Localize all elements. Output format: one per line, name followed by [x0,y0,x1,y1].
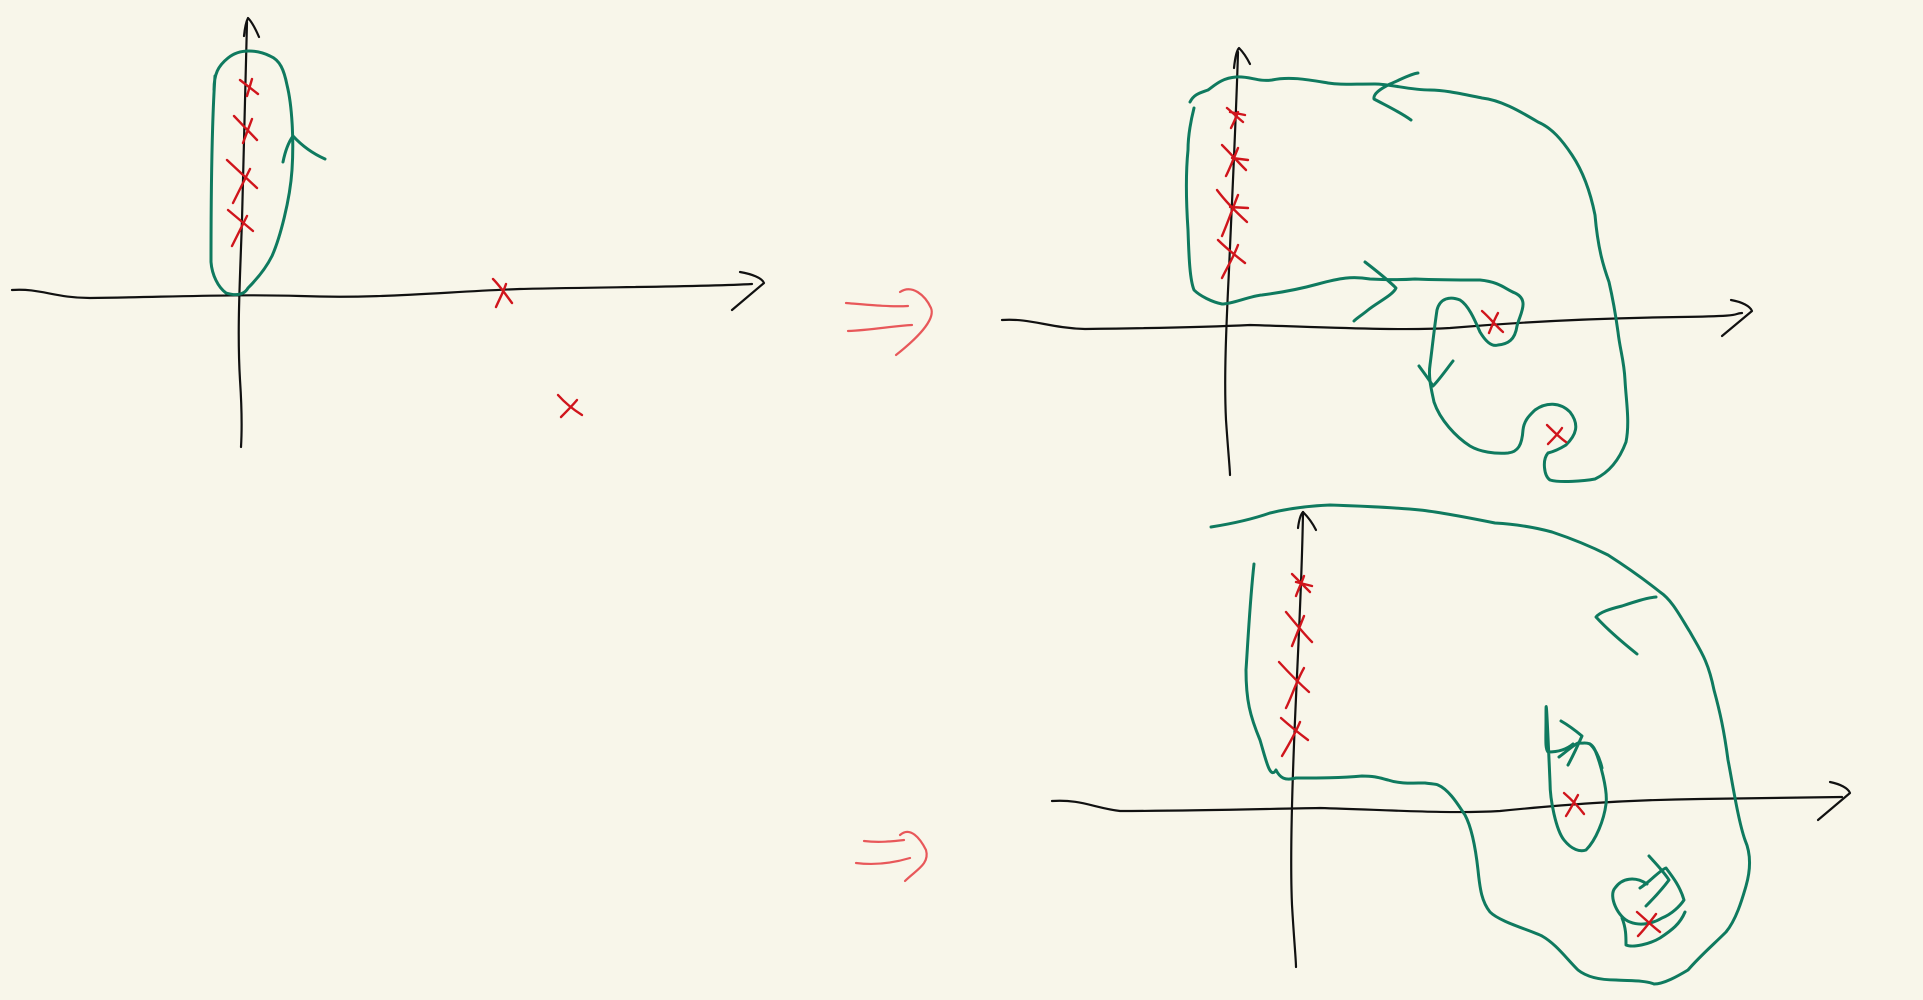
pole-marker [1220,143,1250,178]
pole-marker [491,277,514,309]
real-axis-arrowhead [1816,780,1852,822]
real-axis [1000,311,1744,331]
initial-contour [209,49,295,297]
real-axis-arrowhead [730,270,766,312]
contour-arrowhead-middle [1352,260,1398,323]
imaginary-axis-arrowhead [1232,46,1252,70]
imaginary-axis-arrowhead [1296,510,1318,532]
panel-deformed-contour-top [1000,46,1754,484]
panel-initial-contour [10,16,766,449]
contour-arrowhead-middle [1559,719,1604,770]
imaginary-axis-arrowhead [242,16,261,39]
pole-marker [1279,716,1310,758]
contour-loop-lower-pole-tail [1620,910,1687,948]
pole-marker [1480,309,1505,335]
contour-arrowhead-lower [1644,854,1671,908]
initial-contour-arrowhead [281,134,327,164]
imaginary-axis [1224,50,1240,477]
pole-marker [1277,660,1311,710]
contour-loop-real-pole [1544,705,1608,853]
contour-arrowhead-top [1594,595,1658,656]
contour-arrowhead-top [1372,71,1420,122]
pole-marker [1225,106,1247,130]
imaginary-axis [237,20,249,449]
pole-marker [1545,423,1568,446]
pole-marker [1562,791,1586,818]
pole-marker [238,77,260,98]
deformed-contour-bottom [1209,503,1752,986]
panel-deformed-contour-bottom [1050,503,1852,986]
deformed-contour-top [1185,75,1630,484]
real-axis [1050,795,1844,814]
contour-arrowhead-lower [1417,359,1455,388]
pole-marker [225,158,259,205]
pole-marker [232,114,259,145]
pole-marker [1215,188,1250,238]
implies-arrow-icon [844,288,933,357]
implies-arrow-icon [854,830,928,883]
pole-marker [1290,572,1314,598]
pole-marker [556,393,584,419]
real-axis [10,282,754,300]
imaginary-axis [1290,510,1305,969]
pole-marker [1635,910,1662,938]
pole-marker [226,208,255,248]
pole-marker [1216,238,1247,280]
real-axis-arrowhead [1720,298,1754,338]
contour-loop-lower-pole [1611,866,1686,926]
pole-marker [1284,610,1314,648]
